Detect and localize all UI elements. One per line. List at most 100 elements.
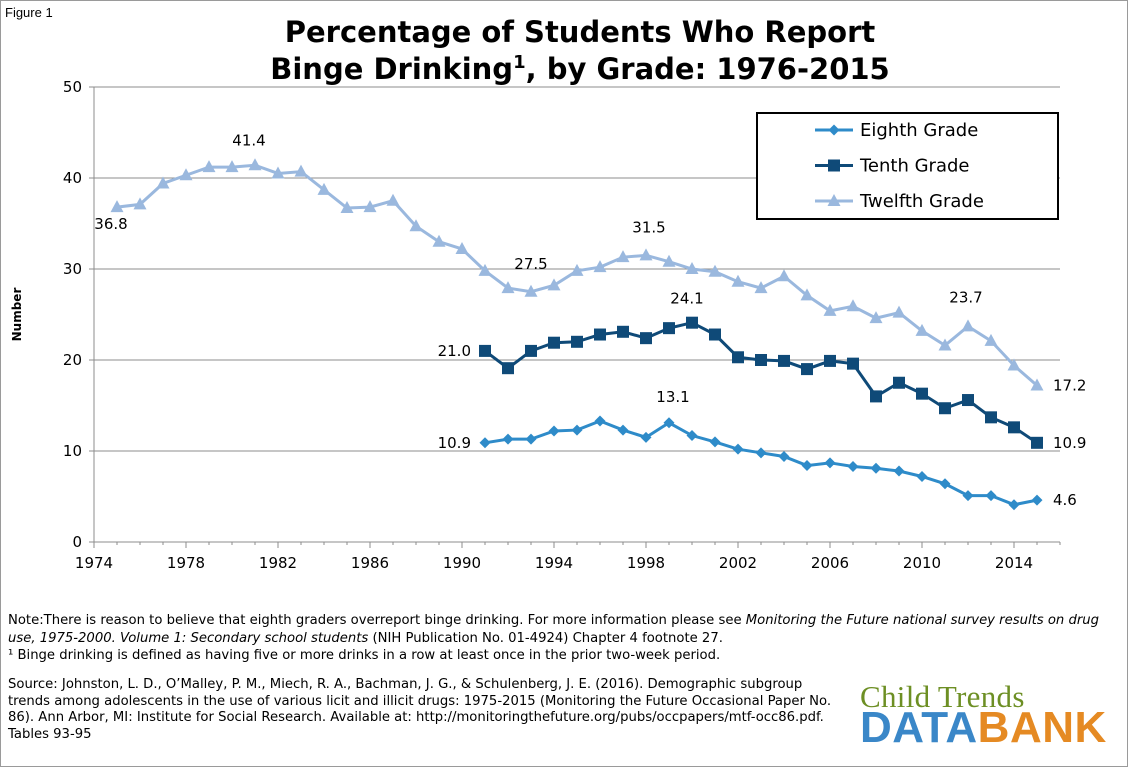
chart-note: Note:There is reason to believe that eig…	[8, 612, 1118, 665]
point-twelfth-grade-2008	[869, 311, 883, 324]
legend-marker-eighth-grade	[828, 124, 840, 136]
point-eighth-grade-2008	[870, 462, 882, 474]
point-twelfth-grade-1984	[317, 182, 331, 195]
x-tick-label-1998: 1998	[627, 554, 665, 572]
point-twelfth-grade-1990	[455, 241, 469, 254]
point-twelfth-grade-1996	[593, 260, 607, 273]
x-tick-label-2002: 2002	[719, 554, 757, 572]
point-tenth-grade-2009	[893, 376, 905, 389]
point-tenth-grade-2015	[1031, 436, 1043, 449]
point-eighth-grade-2002	[732, 443, 744, 455]
point-twelfth-grade-2015	[1030, 378, 1044, 391]
legend-marker-twelfth-grade	[827, 194, 841, 206]
series-tenth-grade	[479, 316, 1043, 449]
logo-bank-text: BANK	[977, 703, 1107, 752]
point-tenth-grade-1993	[525, 344, 537, 357]
point-eighth-grade-1996	[594, 415, 606, 427]
data-label-tenth-grade-1991: 21.0	[438, 342, 471, 360]
series-line-eighth-grade	[484, 419, 1038, 507]
data-label-twelfth-grade-1975: 36.8	[94, 215, 127, 233]
point-tenth-grade-2005	[801, 363, 813, 376]
point-twelfth-grade-1980	[225, 160, 239, 173]
point-twelfth-grade-1986	[363, 200, 377, 213]
legend-item-tenth-grade: Tenth Grade	[815, 156, 970, 177]
legend-label-eighth-grade: Eighth Grade	[860, 120, 978, 141]
chart-title-line2: Binge Drinking1, by Grade: 1976-2015	[230, 51, 930, 88]
point-tenth-grade-2004	[778, 354, 790, 367]
point-twelfth-grade-1992	[501, 281, 515, 294]
point-tenth-grade-2003	[755, 354, 767, 366]
y-tick-label-50: 50	[63, 78, 82, 96]
y-tick-label-20: 20	[63, 351, 82, 369]
series-line-tenth-grade	[484, 321, 1038, 445]
point-twelfth-grade-2012	[961, 319, 975, 332]
point-eighth-grade-1997	[617, 424, 629, 436]
point-tenth-grade-2008	[870, 390, 882, 403]
point-eighth-grade-2000	[686, 430, 698, 442]
series-eighth-grade	[479, 415, 1043, 511]
point-twelfth-grade-2005	[800, 288, 814, 301]
source-citation: Source: Johnston, L. D., O’Malley, P. M.…	[8, 677, 832, 742]
point-twelfth-grade-1999	[662, 254, 676, 267]
point-twelfth-grade-1997	[616, 250, 630, 263]
point-twelfth-grade-2002	[731, 274, 745, 287]
data-label-eighth-grade-1991: 10.9	[438, 434, 471, 452]
point-eighth-grade-2012	[962, 490, 974, 502]
data-label-eighth-grade-1999: 13.1	[656, 388, 689, 406]
point-twelfth-grade-1987	[386, 193, 400, 206]
chart-title: Percentage of Students Who Report Binge …	[230, 14, 930, 88]
point-tenth-grade-2000	[686, 316, 698, 329]
point-eighth-grade-2013	[985, 490, 997, 502]
point-tenth-grade-2010	[916, 387, 928, 400]
point-twelfth-grade-1985	[340, 201, 354, 214]
point-tenth-grade-2013	[985, 411, 997, 424]
point-tenth-grade-1995	[571, 335, 583, 348]
point-twelfth-grade-2004	[777, 269, 791, 282]
data-label-eighth-grade-2015: 4.6	[1053, 491, 1077, 509]
point-eighth-grade-2006	[824, 457, 836, 469]
point-eighth-grade-1991	[479, 437, 491, 449]
point-twelfth-grade-1977	[156, 176, 170, 189]
point-tenth-grade-1998	[640, 332, 652, 345]
x-tick-label-1982: 1982	[259, 554, 297, 572]
legend-box	[756, 112, 1059, 220]
legend: Eighth Grade Tenth Grade Twelfth Grade	[756, 112, 1059, 220]
point-twelfth-grade-1998	[639, 248, 653, 261]
point-tenth-grade-2014	[1008, 421, 1020, 434]
point-eighth-grade-1992	[502, 433, 514, 445]
point-eighth-grade-1995	[571, 424, 583, 436]
point-tenth-grade-1999	[663, 322, 675, 335]
data-label-twelfth-grade-1981: 41.4	[232, 131, 265, 149]
point-tenth-grade-1991	[479, 344, 491, 357]
point-eighth-grade-2003	[755, 447, 767, 459]
legend-item-eighth-grade: Eighth Grade	[815, 120, 978, 141]
point-twelfth-grade-1979	[202, 160, 216, 173]
x-tick-label-1990: 1990	[443, 554, 481, 572]
logo-databank: DATABANK	[860, 706, 1107, 750]
point-twelfth-grade-1976	[133, 197, 147, 210]
point-eighth-grade-2010	[916, 470, 928, 482]
point-twelfth-grade-1982	[271, 166, 285, 179]
point-twelfth-grade-2001	[708, 264, 722, 277]
note-line-1-italic: Monitoring the Future national survey re…	[8, 613, 1099, 646]
point-twelfth-grade-2006	[823, 303, 837, 316]
point-twelfth-grade-1993	[524, 284, 538, 297]
point-twelfth-grade-1989	[432, 234, 446, 247]
point-eighth-grade-2014	[1008, 499, 1020, 511]
chart-title-tail: , by Grade: 1976-2015	[525, 52, 890, 86]
point-eighth-grade-2011	[939, 478, 951, 490]
point-twelfth-grade-2010	[915, 323, 929, 336]
legend-label-twelfth-grade: Twelfth Grade	[859, 191, 984, 212]
x-tick-label-2014: 2014	[995, 554, 1033, 572]
point-twelfth-grade-1991	[478, 263, 492, 276]
point-twelfth-grade-1981	[248, 158, 262, 171]
data-label-tenth-grade-2000: 24.1	[670, 290, 703, 308]
y-axis-label: Number	[10, 288, 24, 342]
point-twelfth-grade-1983	[294, 164, 308, 177]
chart-title-line1: Percentage of Students Who Report	[284, 15, 876, 49]
point-twelfth-grade-1975	[110, 200, 124, 213]
point-eighth-grade-2005	[801, 460, 813, 472]
point-eighth-grade-1994	[548, 425, 560, 437]
note-line-2: ¹ Binge drinking is defined as having fi…	[8, 648, 721, 663]
point-twelfth-grade-2009	[892, 305, 906, 318]
